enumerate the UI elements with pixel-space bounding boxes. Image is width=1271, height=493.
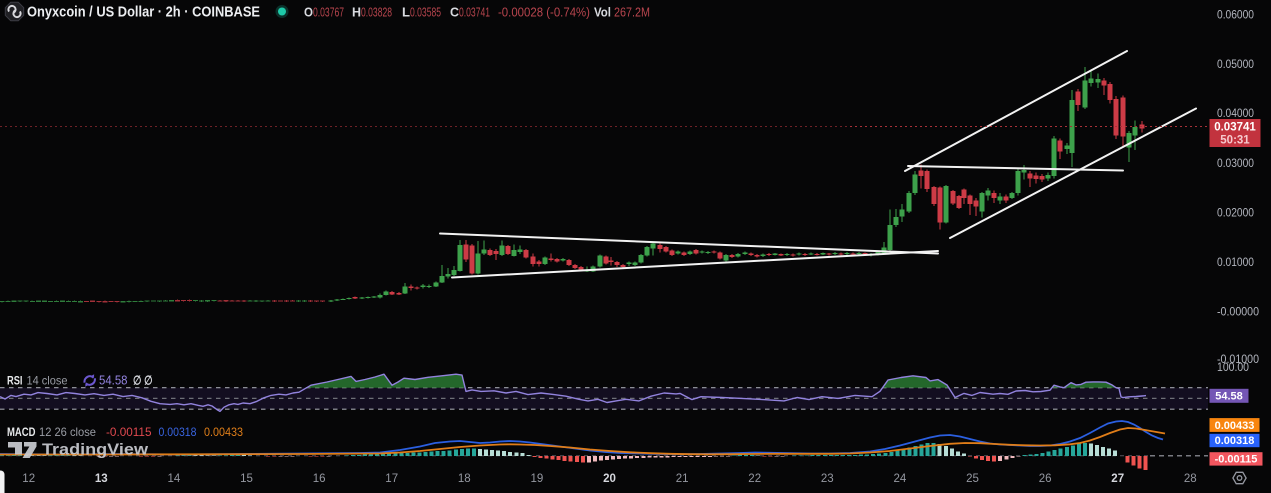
svg-text:MACD: MACD	[7, 425, 36, 439]
svg-text:-0.01000: -0.01000	[1217, 354, 1259, 366]
svg-text:Onyxcoin / US Dollar · 2h · CO: Onyxcoin / US Dollar · 2h · COINBASE	[27, 5, 260, 21]
svg-text:0.03585: 0.03585	[410, 6, 441, 20]
svg-text:267.2M: 267.2M	[614, 6, 650, 20]
svg-text:12: 12	[22, 473, 35, 485]
svg-text:22: 22	[748, 473, 761, 485]
svg-text:-0.00115: -0.00115	[1215, 454, 1258, 466]
svg-text:0.00433: 0.00433	[204, 425, 243, 439]
svg-text:24: 24	[894, 473, 907, 485]
svg-text:0.04000: 0.04000	[1217, 108, 1254, 120]
svg-text:19: 19	[531, 473, 544, 485]
svg-text:0.01000: 0.01000	[1217, 257, 1254, 269]
svg-text:100.00: 100.00	[1217, 362, 1249, 374]
svg-text:15: 15	[240, 473, 253, 485]
svg-text:-0.00000: -0.00000	[1217, 306, 1259, 318]
svg-text:0.00318: 0.00318	[159, 425, 197, 439]
svg-text:L: L	[402, 6, 410, 20]
svg-text:0.03828: 0.03828	[361, 6, 392, 20]
svg-text:TradingView: TradingView	[42, 442, 149, 459]
svg-text:54.58: 54.58	[1215, 391, 1243, 403]
svg-text:-0.00028 (-0.74%): -0.00028 (-0.74%)	[498, 6, 590, 20]
svg-text:28: 28	[1184, 473, 1197, 485]
svg-text:16: 16	[313, 473, 326, 485]
svg-text:17: 17	[385, 473, 398, 485]
svg-text:0.03767: 0.03767	[313, 6, 344, 20]
svg-text:50:31: 50:31	[1220, 135, 1250, 147]
svg-text:14 close: 14 close	[27, 374, 68, 388]
svg-text:0.00318: 0.00318	[1215, 435, 1255, 447]
svg-text:14: 14	[168, 473, 181, 485]
svg-text:0.05000: 0.05000	[1217, 59, 1254, 71]
svg-text:RSI: RSI	[7, 374, 23, 388]
svg-text:0.03000: 0.03000	[1217, 158, 1254, 170]
svg-text:0.02000: 0.02000	[1217, 208, 1254, 220]
svg-text:H: H	[352, 6, 361, 20]
svg-text:-0.00115: -0.00115	[106, 425, 152, 439]
svg-text:54.58: 54.58	[99, 374, 128, 388]
svg-text:26: 26	[1039, 473, 1052, 485]
svg-text:21: 21	[676, 473, 689, 485]
svg-text:∅ ∅: ∅ ∅	[133, 374, 153, 388]
svg-text:C: C	[450, 6, 459, 20]
svg-text:27: 27	[1111, 473, 1124, 485]
svg-text:0.03741: 0.03741	[459, 6, 490, 20]
svg-text:20: 20	[603, 473, 616, 485]
svg-text:23: 23	[821, 473, 834, 485]
svg-text:0.03741: 0.03741	[1214, 122, 1256, 134]
svg-text:Vol: Vol	[594, 6, 611, 20]
svg-text:0.00433: 0.00433	[1215, 420, 1255, 432]
svg-text:13: 13	[95, 473, 108, 485]
svg-text:O: O	[304, 6, 313, 20]
svg-text:12 26 close: 12 26 close	[39, 425, 96, 439]
svg-text:18: 18	[458, 473, 471, 485]
svg-text:25: 25	[966, 473, 979, 485]
svg-text:0.06000: 0.06000	[1217, 9, 1254, 21]
